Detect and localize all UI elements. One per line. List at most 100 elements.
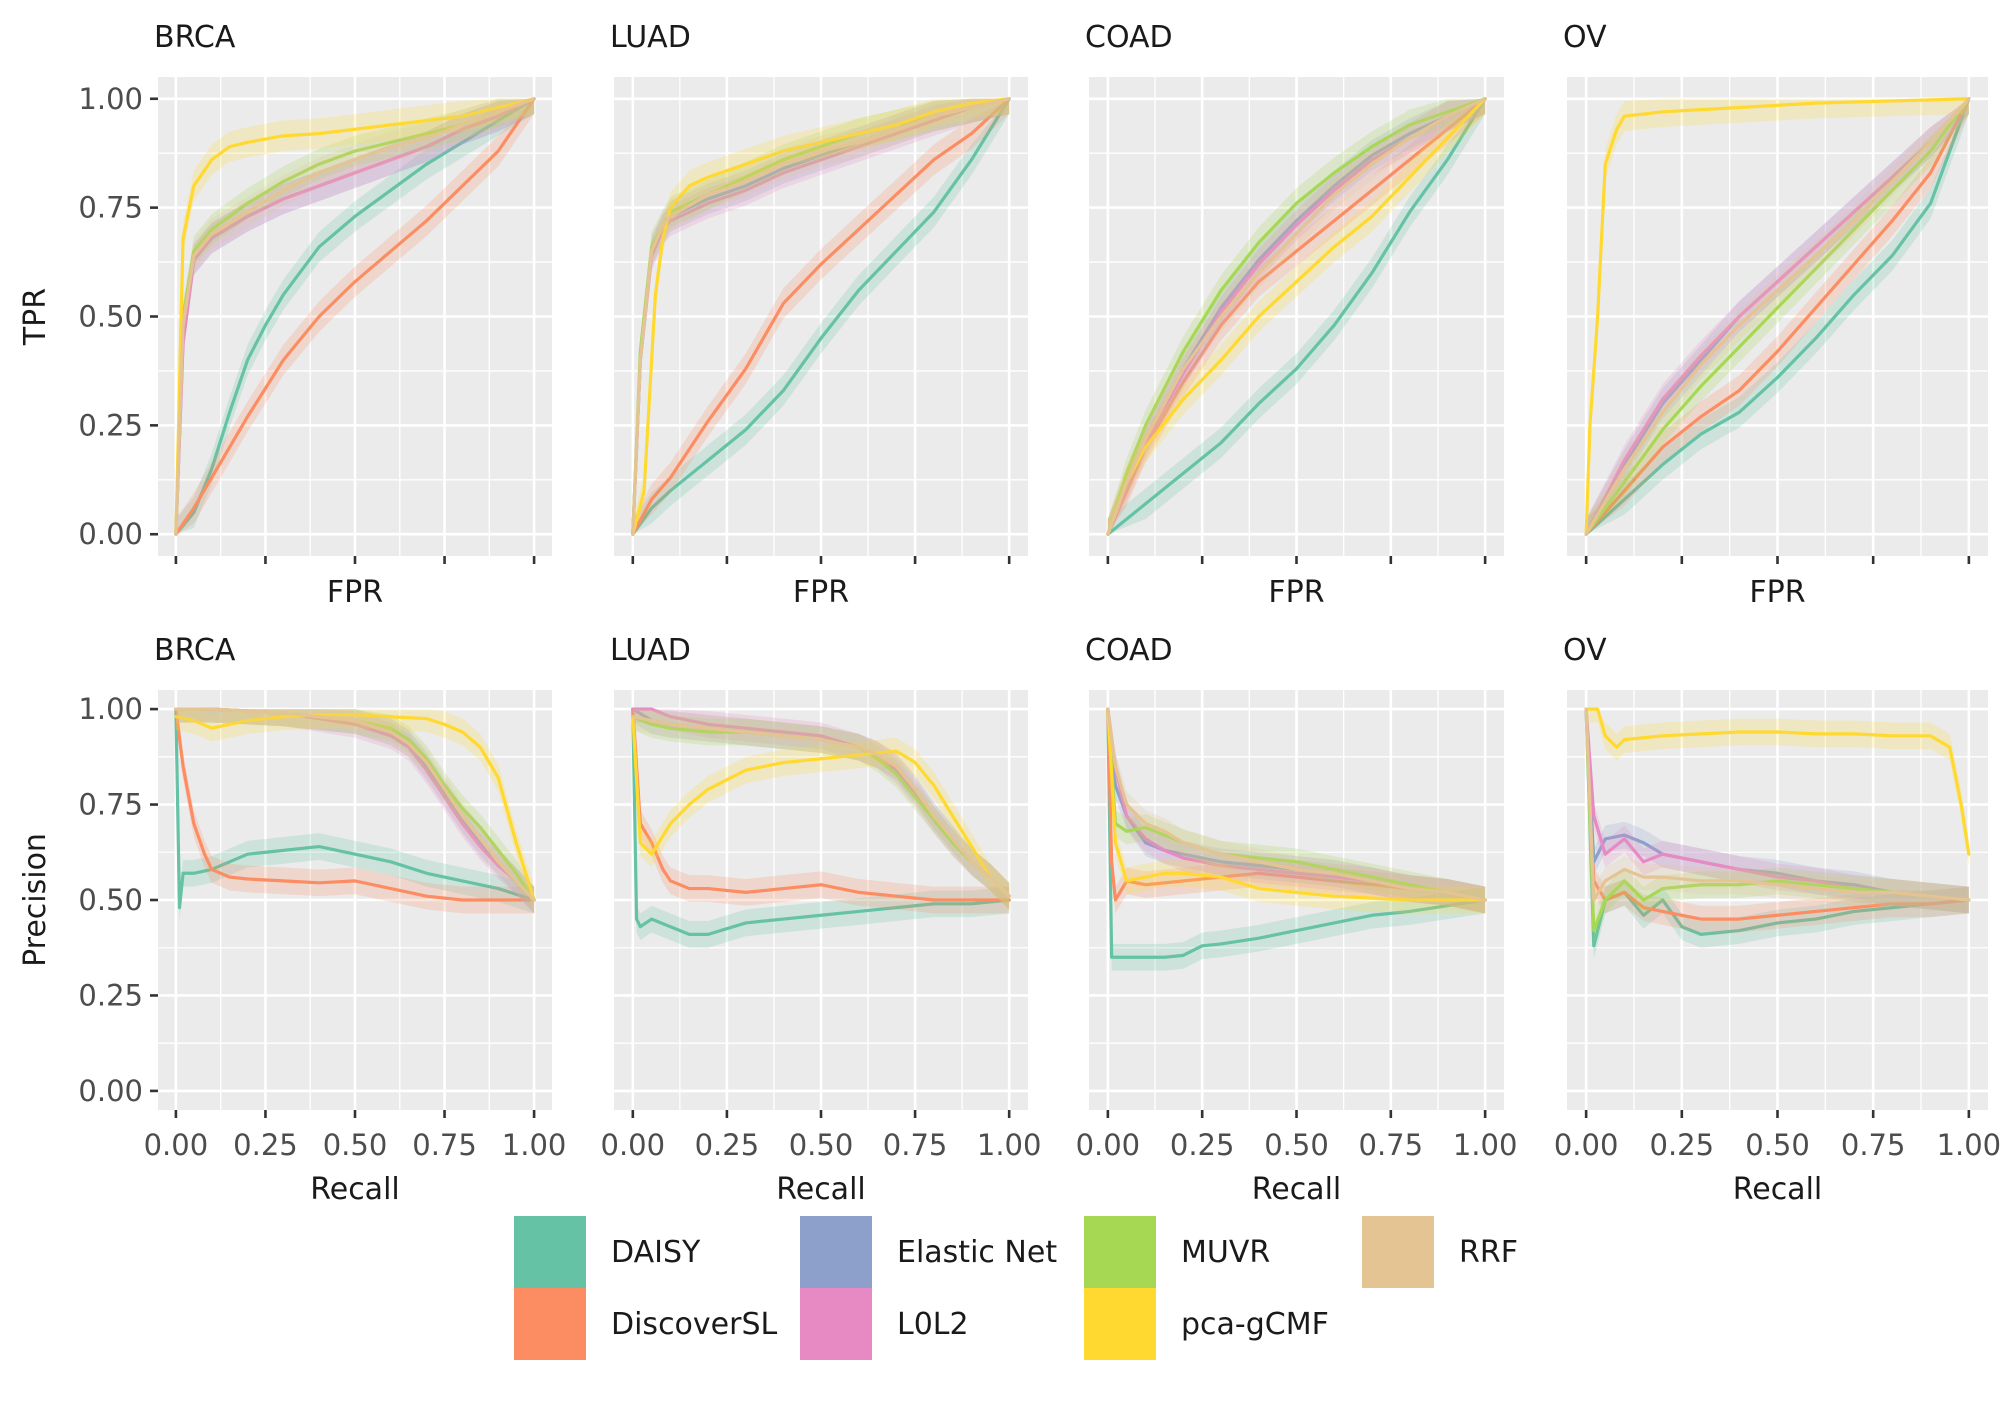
panel-title: LUAD — [610, 633, 691, 668]
y-tick-label: 0.75 — [78, 191, 143, 225]
x-axis-title: Recall — [1252, 1172, 1342, 1207]
line-pca-gcmf — [1106, 707, 1487, 902]
x-tick-label: 0.00 — [144, 1128, 209, 1162]
ribbon-pca-gcmf — [1107, 98, 1486, 535]
ribbon-rrf — [632, 709, 1010, 910]
y-tick-label: 0.00 — [78, 517, 143, 551]
panel-title: BRCA — [154, 20, 236, 55]
series-muvr — [1584, 97, 1971, 536]
series-daisy — [631, 707, 1011, 948]
series-discoversl — [631, 97, 1011, 536]
series-rrf — [631, 709, 1011, 910]
ribbon-elastic-net — [175, 709, 535, 914]
legend-swatch — [800, 1288, 872, 1360]
x-tick-label: 0.25 — [233, 1128, 298, 1162]
line-rrf — [174, 707, 536, 902]
series-discoversl — [1584, 97, 1971, 536]
y-axis-title: TPR — [18, 288, 53, 346]
legend-item-muvr: MUVR — [1084, 1216, 1270, 1288]
x-tick-label: 1.00 — [1453, 1128, 1518, 1162]
x-axis-title: FPR — [793, 575, 849, 610]
ribbon-elastic-net — [632, 98, 1010, 535]
series-pca-gcmf — [631, 709, 1011, 910]
x-tick-label: 0.50 — [789, 1128, 854, 1162]
legend-item-daisy: DAISY — [514, 1216, 701, 1288]
line-pca-gcmf — [174, 713, 536, 902]
line-rrf — [1106, 97, 1487, 536]
panel-title: LUAD — [610, 20, 691, 55]
legend-label: pca-gCMF — [1181, 1307, 1329, 1342]
series-muvr — [1106, 97, 1487, 536]
series-daisy — [1106, 97, 1487, 536]
x-tick-label: 0.75 — [1841, 1128, 1906, 1162]
series-pca-gcmf — [174, 709, 536, 914]
legend-item-rrf: RRF — [1362, 1216, 1518, 1288]
line-l0l2 — [631, 97, 1011, 536]
x-tick-label: 0.75 — [1359, 1128, 1424, 1162]
line-daisy — [174, 707, 536, 910]
legend-label: MUVR — [1181, 1235, 1270, 1270]
ribbon-muvr — [175, 709, 535, 914]
line-pca-gcmf — [1584, 707, 1971, 856]
x-tick-label: 0.50 — [323, 1128, 388, 1162]
ribbon-daisy — [175, 709, 535, 921]
y-tick-label: 0.75 — [78, 788, 143, 822]
line-daisy — [1106, 707, 1487, 959]
panel-roc-luad — [614, 77, 1028, 556]
line-pca-gcmf — [631, 715, 1011, 898]
ribbon-discoversl — [632, 709, 1010, 914]
line-discoversl — [631, 707, 1011, 902]
series-discoversl — [174, 97, 536, 536]
ribbon-discoversl — [1586, 98, 1969, 535]
line-pca-gcmf — [174, 97, 536, 536]
line-pca-gcmf — [631, 97, 1011, 536]
x-tick-label: 0.50 — [1745, 1128, 1810, 1162]
line-rrf — [1584, 97, 1971, 536]
ribbon-l0l2 — [1586, 709, 1969, 914]
line-rrf — [631, 97, 1011, 536]
panel-title: COAD — [1085, 633, 1173, 668]
series-pca-gcmf — [1584, 97, 1971, 536]
x-tick-label: 0.75 — [883, 1128, 948, 1162]
legend-label: DiscoverSL — [611, 1307, 778, 1342]
y-tick-label: 1.00 — [78, 692, 143, 726]
panel-title: BRCA — [154, 633, 236, 668]
x-tick-label: 0.25 — [695, 1128, 760, 1162]
x-tick-label: 1.00 — [977, 1128, 1042, 1162]
line-rrf — [174, 97, 536, 536]
ribbon-pca-gcmf — [1107, 709, 1486, 914]
y-tick-label: 0.50 — [78, 883, 143, 917]
x-tick-label: 0.75 — [412, 1128, 477, 1162]
legend-swatch — [800, 1216, 872, 1288]
line-discoversl — [174, 707, 536, 902]
series-pca-gcmf — [631, 97, 1011, 536]
x-axis-title: FPR — [1749, 575, 1805, 610]
series-pca-gcmf — [1106, 707, 1487, 914]
line-daisy — [1584, 97, 1971, 536]
line-discoversl — [631, 97, 1011, 536]
ribbon-daisy — [1107, 98, 1486, 535]
x-tick-label: 0.00 — [1076, 1128, 1141, 1162]
line-pca-gcmf — [1584, 97, 1971, 536]
x-tick-label: 1.00 — [502, 1128, 567, 1162]
line-muvr — [1584, 97, 1971, 536]
ribbon-discoversl — [175, 709, 535, 914]
ribbon-l0l2 — [175, 709, 535, 914]
panel-roc-coad — [1089, 77, 1504, 556]
panel-title: COAD — [1085, 20, 1173, 55]
series-rrf — [1106, 707, 1487, 914]
series-l0l2 — [631, 97, 1011, 536]
line-discoversl — [174, 97, 536, 536]
ribbon-pca-gcmf — [632, 709, 1010, 910]
x-axis-title: Recall — [776, 1172, 866, 1207]
x-axis-title: FPR — [327, 575, 383, 610]
legend-label: RRF — [1459, 1235, 1518, 1270]
line-discoversl — [1584, 707, 1971, 921]
series-pca-gcmf — [1106, 97, 1487, 536]
x-tick-label: 0.00 — [1554, 1128, 1619, 1162]
legend-item-elastic-net: Elastic Net — [800, 1216, 1057, 1288]
legend-label: DAISY — [611, 1235, 701, 1270]
line-rrf — [631, 715, 1011, 898]
x-axis-title: FPR — [1268, 575, 1324, 610]
